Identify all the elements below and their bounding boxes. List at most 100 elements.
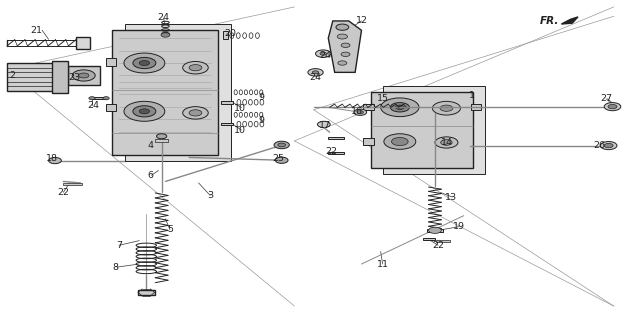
Polygon shape bbox=[7, 63, 55, 91]
Text: 24: 24 bbox=[319, 51, 331, 60]
Circle shape bbox=[124, 101, 165, 121]
Text: 26: 26 bbox=[594, 141, 605, 150]
Bar bbox=[428, 229, 443, 232]
Text: 17: 17 bbox=[319, 121, 331, 130]
Text: 22: 22 bbox=[326, 147, 337, 156]
Circle shape bbox=[275, 157, 288, 163]
Bar bbox=[52, 61, 68, 93]
Circle shape bbox=[79, 73, 89, 78]
Polygon shape bbox=[125, 24, 230, 161]
Bar bbox=[221, 123, 232, 125]
Bar bbox=[156, 139, 168, 142]
Circle shape bbox=[320, 52, 326, 55]
Circle shape bbox=[435, 137, 458, 148]
Circle shape bbox=[396, 105, 404, 110]
Bar bbox=[328, 136, 344, 139]
Circle shape bbox=[381, 98, 419, 117]
Text: 10: 10 bbox=[234, 126, 246, 135]
Text: 14: 14 bbox=[440, 138, 452, 147]
Circle shape bbox=[103, 97, 109, 100]
Text: 23: 23 bbox=[68, 73, 80, 82]
Circle shape bbox=[140, 60, 150, 65]
Text: 24: 24 bbox=[157, 13, 170, 22]
Circle shape bbox=[390, 103, 410, 112]
Text: 27: 27 bbox=[600, 94, 612, 103]
Circle shape bbox=[600, 141, 617, 150]
Bar bbox=[424, 238, 435, 240]
Circle shape bbox=[133, 57, 156, 69]
Polygon shape bbox=[383, 86, 484, 174]
Circle shape bbox=[357, 111, 364, 114]
Text: 5: 5 bbox=[167, 225, 173, 234]
Bar bbox=[364, 104, 374, 110]
Text: 4: 4 bbox=[147, 141, 153, 150]
Bar bbox=[223, 31, 228, 39]
Circle shape bbox=[308, 69, 323, 76]
Text: 18: 18 bbox=[46, 154, 58, 162]
Text: 21: 21 bbox=[30, 26, 42, 35]
Text: 25: 25 bbox=[273, 154, 285, 162]
Circle shape bbox=[336, 24, 349, 30]
Text: 11: 11 bbox=[376, 259, 388, 269]
Text: 19: 19 bbox=[453, 222, 465, 231]
Polygon shape bbox=[328, 21, 362, 72]
Bar bbox=[470, 104, 481, 110]
Circle shape bbox=[440, 105, 453, 111]
Circle shape bbox=[341, 43, 350, 48]
Circle shape bbox=[72, 70, 95, 81]
Circle shape bbox=[433, 101, 461, 115]
Circle shape bbox=[49, 157, 61, 164]
Circle shape bbox=[384, 134, 416, 149]
Polygon shape bbox=[68, 66, 100, 85]
Polygon shape bbox=[371, 92, 473, 168]
Bar bbox=[221, 101, 232, 104]
Circle shape bbox=[604, 103, 621, 111]
Circle shape bbox=[182, 107, 208, 119]
Circle shape bbox=[89, 97, 95, 100]
Text: 9: 9 bbox=[259, 115, 264, 125]
Text: 7: 7 bbox=[116, 241, 122, 250]
Circle shape bbox=[140, 109, 150, 114]
Text: 1: 1 bbox=[469, 91, 475, 100]
Text: 8: 8 bbox=[113, 263, 118, 272]
Bar bbox=[436, 240, 451, 242]
Bar bbox=[76, 37, 90, 49]
Circle shape bbox=[274, 141, 289, 149]
Text: 6: 6 bbox=[147, 171, 153, 180]
Bar bbox=[106, 104, 116, 111]
Circle shape bbox=[316, 50, 331, 57]
Polygon shape bbox=[561, 17, 578, 24]
Bar bbox=[92, 97, 106, 100]
Circle shape bbox=[133, 106, 156, 117]
Text: 22: 22 bbox=[432, 241, 444, 250]
Text: 9: 9 bbox=[259, 93, 264, 102]
Circle shape bbox=[608, 105, 617, 109]
Circle shape bbox=[312, 71, 319, 74]
Circle shape bbox=[317, 121, 330, 127]
Text: 24: 24 bbox=[87, 100, 99, 110]
Bar bbox=[364, 138, 374, 145]
Circle shape bbox=[189, 64, 202, 71]
Text: 10: 10 bbox=[234, 104, 246, 113]
Circle shape bbox=[337, 34, 348, 39]
Circle shape bbox=[429, 227, 442, 233]
Text: FR.: FR. bbox=[540, 16, 559, 26]
Bar bbox=[106, 58, 116, 66]
Circle shape bbox=[354, 109, 367, 115]
Circle shape bbox=[338, 61, 347, 65]
Bar bbox=[328, 152, 344, 154]
Circle shape bbox=[441, 140, 452, 145]
Text: 20: 20 bbox=[225, 29, 237, 38]
Text: 15: 15 bbox=[376, 94, 388, 103]
Text: 24: 24 bbox=[309, 73, 321, 82]
Text: 22: 22 bbox=[57, 188, 69, 197]
Circle shape bbox=[161, 33, 170, 37]
Circle shape bbox=[182, 61, 208, 74]
Circle shape bbox=[278, 143, 285, 147]
Text: 16: 16 bbox=[351, 107, 363, 116]
Text: 2: 2 bbox=[9, 71, 15, 80]
Text: 3: 3 bbox=[207, 191, 213, 200]
Circle shape bbox=[392, 137, 408, 146]
Circle shape bbox=[124, 53, 165, 73]
Circle shape bbox=[604, 143, 613, 148]
